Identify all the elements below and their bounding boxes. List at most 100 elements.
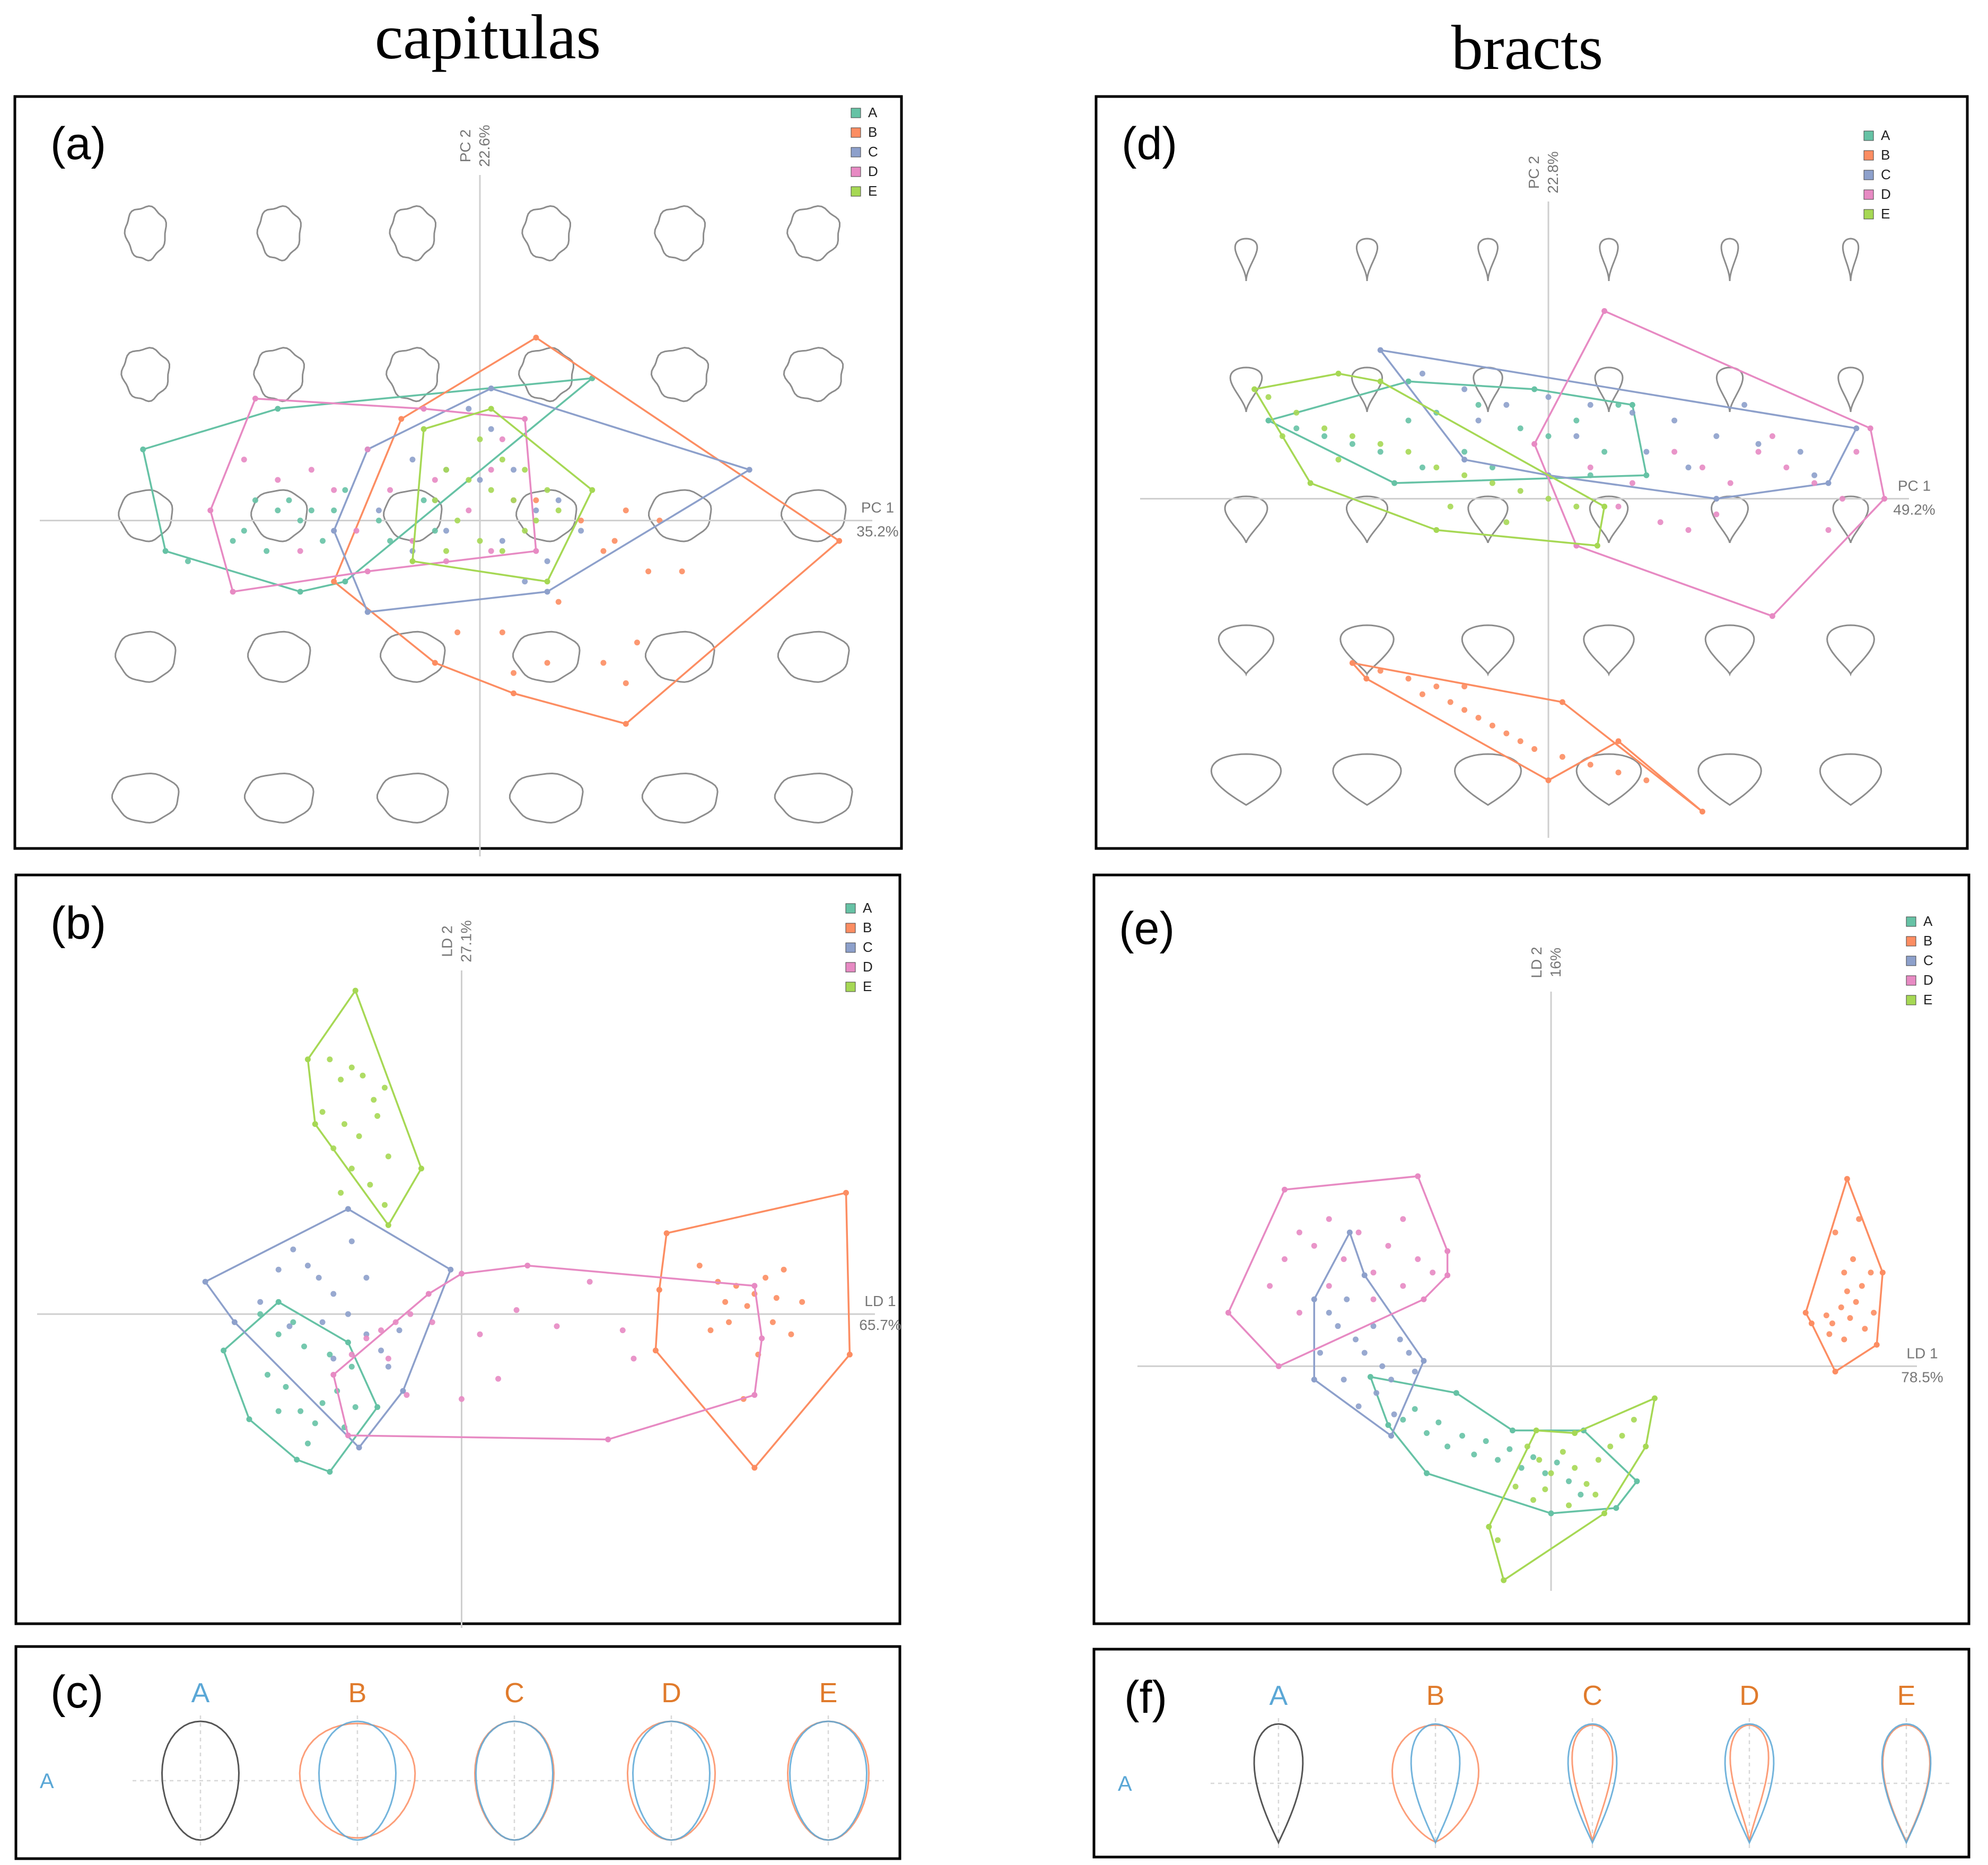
point-D [1671,449,1678,455]
point-D [363,1335,370,1342]
point-B [623,507,629,513]
point-A [319,1400,326,1406]
point-A [1495,1457,1501,1463]
point-C [1391,1411,1397,1417]
point-E [381,1084,388,1091]
hull-vertex-D [751,1283,758,1289]
point-C [578,528,584,534]
point-A [230,538,236,544]
legend-swatch-A [1863,130,1874,141]
shape-grid-outline [1819,753,1882,806]
point-E [511,497,517,503]
column-label-D: D [661,1678,681,1709]
point-A [432,528,438,534]
point-D [513,1307,520,1313]
legend-swatch-E [851,186,861,197]
point-A [421,497,427,503]
hull-vertex-A [342,579,348,585]
point-E [1377,441,1383,447]
point-D [429,1319,435,1325]
point-A [342,487,348,493]
hull-vertex-E [421,426,427,432]
point-B [1859,1283,1865,1289]
point-A [252,497,258,503]
legend-label-C: C [863,939,873,955]
legend-swatch-B [851,127,861,138]
point-B [533,497,539,503]
point-A [1573,417,1580,424]
column-title-bracts: bracts [1451,12,1604,83]
point-E [499,457,505,463]
point-C [363,1331,370,1337]
shape-grid-outline [250,489,308,542]
point-D [630,1355,637,1362]
x-axis-label: LD 1 [864,1293,896,1309]
shape-grid-outline [521,205,572,262]
point-E [1542,1486,1548,1492]
point-A [1412,1406,1418,1412]
point-A [1545,433,1552,439]
hull-vertex-A [1629,402,1635,408]
y-axis-label: LD 2 [439,925,455,957]
hull-vertex-C [1311,1377,1317,1383]
hull-vertex-D [207,507,214,513]
point-B [1829,1320,1835,1327]
point-B [634,640,640,646]
legend-label-B: B [863,920,872,935]
point-A [275,1408,282,1414]
point-E [1595,1457,1601,1463]
shape-grid-outline [515,489,577,542]
hull-vertex-A [275,1299,282,1305]
hull-vertex-A [1367,1374,1373,1380]
point-E [1517,488,1523,494]
hull-vertex-D [522,416,528,422]
point-C [319,1319,326,1325]
panel-letter: (f) [1124,1672,1167,1723]
point-B [1559,754,1565,760]
point-B [600,548,607,554]
point-A [297,518,303,524]
legend-label-E: E [868,183,877,199]
series-E [304,987,425,1228]
hull-vertex-A [327,1469,333,1475]
point-B [799,1299,805,1305]
shape-grid-outline [376,772,449,824]
point-D [488,467,494,473]
point-A [265,1372,271,1378]
hull-vertex-D [364,568,371,574]
hull-E [411,408,593,583]
y-axis-label: LD 2 [1528,947,1545,978]
point-D [1713,511,1720,518]
hull-vertex-D [330,1372,337,1378]
hull-vertex-D [1601,308,1608,314]
hull-vertex-C [1853,425,1860,432]
point-D [1853,449,1860,455]
hull-vertex-A [1531,386,1538,392]
legend-swatch-C [1863,170,1874,180]
shape-grid-outline [786,205,841,262]
point-C [443,528,449,534]
hull-vertex-E [589,487,595,493]
hull-vertex-B [1844,1176,1850,1182]
hull-vertex-D [1225,1309,1231,1316]
hull-A [1369,1376,1638,1514]
point-C [555,497,562,503]
point-B [1838,1304,1844,1310]
reference-outline-E [1881,1723,1932,1845]
point-C [363,1275,370,1281]
legend-label-D: D [1881,186,1891,202]
point-D [404,1392,410,1398]
point-C [396,1327,402,1334]
point-B [1503,730,1510,737]
point-E [454,518,461,524]
hull-vertex-B [533,335,539,341]
point-B [696,1263,703,1269]
shape-grid-outline [1467,495,1509,544]
hull-vertex-A [1548,1510,1554,1517]
point-B [1475,715,1482,721]
hull-vertex-B [1615,738,1622,745]
legend-swatch-D [845,962,856,973]
point-E [385,1153,391,1160]
point-C [499,538,505,544]
legend-label-D: D [868,163,878,179]
